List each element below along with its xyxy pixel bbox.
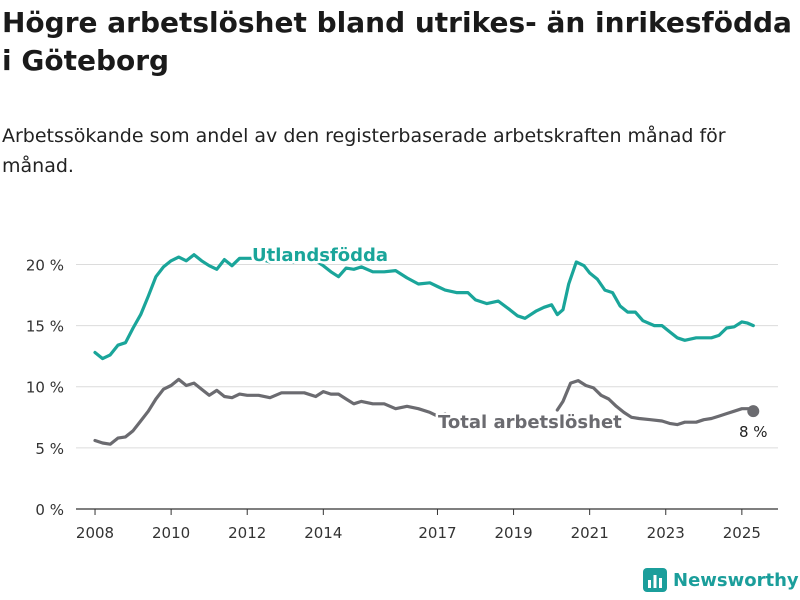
y-tick-label: 0 % [35,501,64,519]
newsworthy-logo[interactable]: Newsworthy [643,568,799,592]
y-tick-label: 20 % [26,256,64,274]
chart-title: Högre arbetslöshet bland utrikes- än inr… [2,6,792,77]
x-tick-label: 2021 [571,524,609,542]
bar-chart-icon [643,568,667,592]
series-line-utlandsfodda [93,253,755,361]
x-tick-label: 2025 [723,524,761,542]
x-tick-label: 2014 [304,524,342,542]
x-tick-label: 2017 [418,524,456,542]
y-tick-label: 5 % [35,440,64,458]
x-tick-label: 2019 [494,524,532,542]
chart-subtitle: Arbetssökande som andel av den registerb… [2,125,726,177]
x-tick-label: 2008 [76,524,114,542]
brand-name: Newsworthy [673,569,799,591]
x-tick-label: 2012 [228,524,266,542]
y-tick-label: 15 % [26,318,64,336]
series-label-total: Total arbetslöshet [438,412,622,433]
x-tick-label: 2010 [152,524,190,542]
series-label-utlandsfodda: Utlandsfödda [252,245,388,266]
x-tick-label: 2023 [647,524,685,542]
y-tick-label: 10 % [26,379,64,397]
endpoint-value-label: 8 % [739,423,768,441]
endpoint-marker [747,405,760,418]
series-line-total [555,379,755,427]
series-line-total [93,377,447,446]
